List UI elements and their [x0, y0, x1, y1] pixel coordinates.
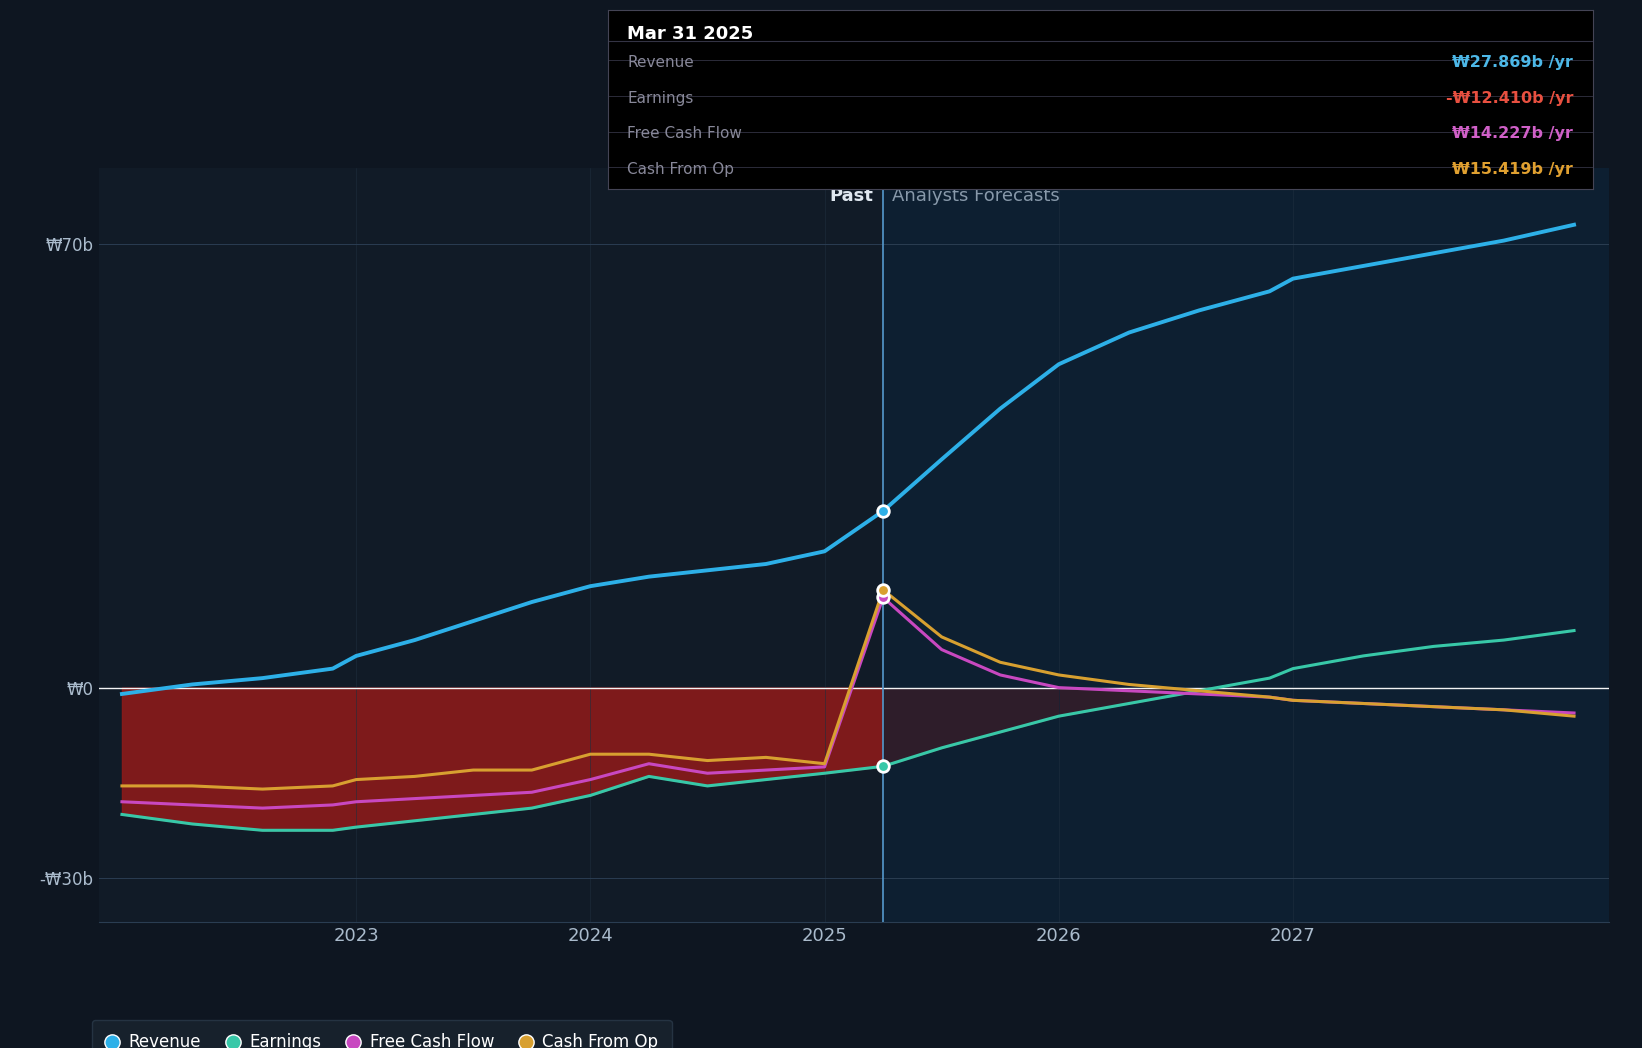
Text: ₩27.869b /yr: ₩27.869b /yr	[1452, 54, 1573, 70]
Text: -₩12.410b /yr: -₩12.410b /yr	[1445, 91, 1573, 106]
Text: Past: Past	[829, 187, 874, 204]
Text: ₩14.227b /yr: ₩14.227b /yr	[1452, 127, 1573, 141]
Point	[870, 589, 897, 606]
Text: Mar 31 2025: Mar 31 2025	[627, 25, 754, 43]
Text: Free Cash Flow: Free Cash Flow	[627, 127, 742, 141]
Text: Cash From Op: Cash From Op	[627, 162, 734, 177]
Legend: Revenue, Earnings, Free Cash Flow, Cash From Op: Revenue, Earnings, Free Cash Flow, Cash …	[92, 1020, 672, 1048]
Point	[870, 582, 897, 598]
Text: Earnings: Earnings	[627, 91, 693, 106]
Point	[870, 503, 897, 520]
Point	[870, 758, 897, 774]
Text: Revenue: Revenue	[627, 54, 695, 70]
Text: ₩15.419b /yr: ₩15.419b /yr	[1452, 162, 1573, 177]
Text: Analysts Forecasts: Analysts Forecasts	[893, 187, 1061, 204]
Bar	[883, 168, 1609, 922]
